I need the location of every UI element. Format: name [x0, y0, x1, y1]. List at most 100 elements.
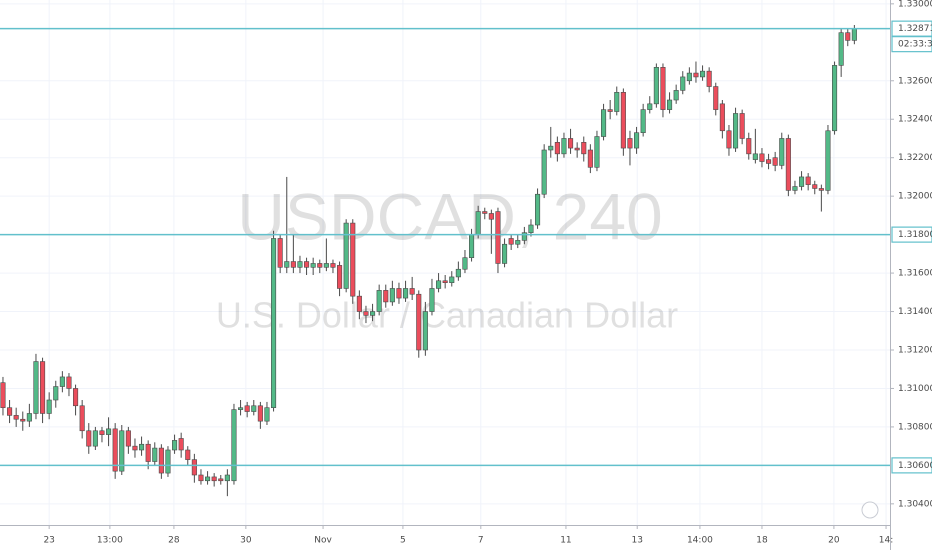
candle-body: [46, 399, 52, 414]
x-tick-label: 13: [631, 536, 642, 546]
candle-body: [482, 211, 488, 214]
candle-body: [601, 109, 607, 137]
candle-body: [759, 153, 765, 162]
candle-body: [224, 474, 230, 482]
y-tick-label: 1.32600: [898, 76, 932, 86]
y-tick-label: 1.30800: [898, 422, 932, 432]
candle-body: [818, 188, 824, 191]
candle-body: [251, 405, 257, 412]
candle-body: [686, 72, 692, 82]
candle-body: [535, 193, 541, 226]
candle-body: [733, 113, 739, 149]
candle-body: [521, 232, 527, 241]
candle-body: [554, 142, 560, 155]
candle-body: [59, 376, 65, 387]
candle-body: [805, 176, 811, 185]
candle-body: [574, 147, 580, 151]
x-tick-label: 30: [240, 536, 252, 546]
candle-body: [845, 32, 851, 41]
candle-body: [587, 149, 593, 168]
candle-body: [726, 130, 732, 149]
candle-body: [568, 138, 574, 149]
candle-body: [330, 263, 336, 268]
candle-body: [271, 238, 277, 408]
candle-body: [231, 409, 237, 482]
candle-body: [541, 149, 547, 195]
candle-body: [53, 386, 59, 401]
candle-body: [297, 261, 303, 268]
candle-body: [125, 430, 131, 447]
watermark-subtitle: U.S. Dollar / Canadian Dollar: [216, 295, 678, 336]
y-tick-label: 1.31400: [898, 307, 932, 317]
y-tick-label: 1.32400: [898, 115, 932, 125]
candle-body: [132, 445, 138, 451]
candle-body: [627, 138, 633, 149]
candle-body: [257, 405, 263, 422]
price-label: 1.30600: [898, 461, 932, 471]
candle-body: [640, 109, 646, 133]
y-tick-label: 1.31000: [898, 384, 932, 394]
y-tick-label: 1.32000: [898, 192, 932, 202]
y-tick-label: 1.31600: [898, 269, 932, 279]
candle-body: [436, 280, 442, 289]
candle-body: [508, 238, 514, 245]
logo-badge[interactable]: [861, 501, 879, 519]
candle-body: [680, 76, 686, 91]
price-label: 1.32871: [898, 24, 932, 34]
candle-body: [634, 132, 640, 149]
candle-body: [851, 28, 857, 41]
x-tick-label: 14:: [879, 536, 893, 546]
countdown-box: [891, 36, 932, 53]
x-tick-label: 7: [478, 536, 484, 546]
candle-body: [455, 268, 461, 278]
candle-body: [799, 176, 805, 187]
x-tick-label: 28: [168, 536, 180, 546]
candle-body: [713, 86, 719, 110]
candle-body: [607, 109, 613, 112]
candle-body: [79, 405, 85, 432]
candle-body: [66, 376, 72, 389]
candle-body: [363, 311, 369, 316]
candle-body: [337, 265, 343, 289]
countdown: 02:33:37: [898, 40, 932, 50]
candle-body: [700, 70, 706, 78]
price-label: 1.31800: [898, 230, 932, 240]
candle-body: [376, 290, 382, 312]
candle-body: [594, 136, 600, 168]
candle-body: [693, 72, 699, 78]
x-tick-label: Nov: [314, 536, 332, 546]
candle-body: [502, 243, 508, 264]
candle-body: [350, 222, 356, 297]
candle-body: [145, 443, 151, 462]
candle-body: [548, 145, 554, 151]
candle-body: [343, 222, 349, 289]
candle-body: [356, 295, 362, 312]
candle-body: [475, 211, 481, 235]
candle-body: [139, 443, 145, 451]
candle-body: [7, 407, 13, 416]
candle-body: [370, 311, 376, 316]
candle-body: [244, 405, 250, 412]
candle-body: [838, 32, 844, 66]
candle-body: [277, 238, 283, 268]
y-tick-label: 1.32200: [898, 153, 932, 163]
candle-body: [389, 288, 395, 303]
x-tick-label: 11: [560, 536, 571, 546]
candle-body: [706, 70, 712, 87]
x-tick-label: 18: [756, 536, 768, 546]
candle-body: [20, 418, 26, 422]
candle-body: [172, 440, 178, 451]
candle-body: [409, 288, 415, 295]
candle-body: [13, 415, 19, 420]
candle-body: [152, 447, 158, 462]
candle-body: [99, 430, 105, 435]
plot: [0, 25, 890, 497]
candle-body: [779, 138, 785, 166]
candle-body: [785, 138, 791, 191]
candle-body: [383, 290, 389, 303]
candle-body: [462, 257, 468, 270]
candle-body: [469, 234, 475, 258]
candle-body: [752, 153, 758, 160]
